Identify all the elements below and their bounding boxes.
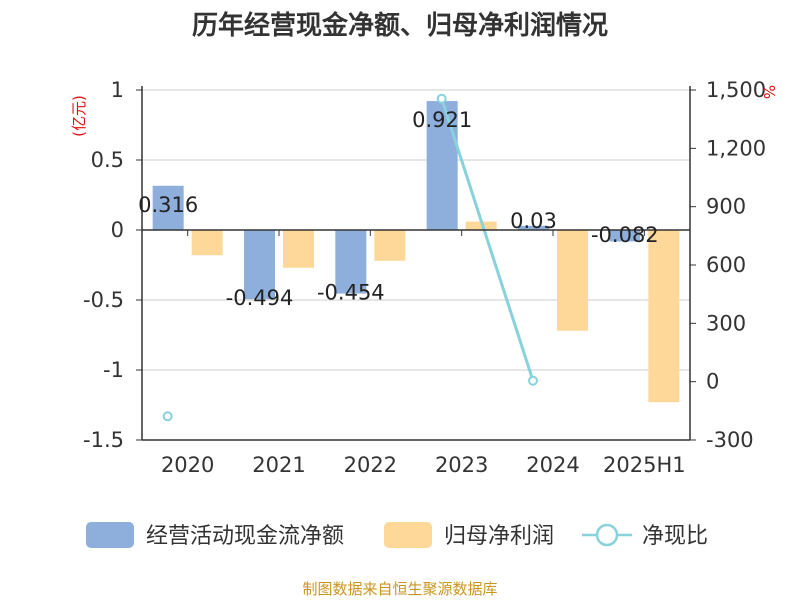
data-labels: 0.316 -0.494 -0.454 0.921 0.03 -0.082	[138, 108, 659, 310]
x-tick-label: 2020	[161, 453, 214, 477]
bar-profit	[557, 230, 588, 331]
ratio-line	[162, 93, 538, 422]
data-label-cash: 0.03	[510, 209, 557, 233]
x-tick-label: 2024	[526, 453, 579, 477]
bar-cash	[244, 230, 275, 300]
bars	[152, 101, 680, 403]
legend-swatch-cash	[86, 522, 134, 548]
right-tick-label: 300	[706, 311, 746, 335]
legend-marker-ratio	[595, 523, 619, 547]
right-axis-unit: %	[760, 85, 778, 99]
data-label-cash: -0.082	[591, 223, 659, 247]
legend: 经营活动现金流净额 归母净利润 净现比	[86, 522, 708, 549]
grid	[142, 89, 690, 441]
bar-profit	[191, 230, 223, 256]
bar-cash	[335, 230, 367, 294]
right-tick-label: 0	[706, 370, 719, 394]
left-tick-label: -0.5	[83, 288, 124, 312]
ratio-point	[528, 375, 538, 386]
left-tick-label: -1.5	[83, 428, 124, 452]
axes: 1 0.5 0 -0.5 -1 -1.5 1,500 1,200 900 600 300 0 -300 2…	[83, 78, 766, 477]
ratio-point	[162, 411, 173, 422]
bar-cash	[518, 225, 549, 230]
x-tick-label: 2025H1	[603, 453, 686, 477]
x-tick-label: 2023	[435, 453, 488, 477]
legend-swatch-profit	[384, 522, 432, 548]
x-tick-label: 2021	[252, 453, 305, 477]
legend-label-ratio: 净现比	[642, 524, 708, 549]
legend-label-cash: 经营活动现金流净额	[146, 524, 344, 549]
bar-cash	[426, 101, 458, 230]
right-tick-label: 600	[706, 253, 746, 277]
right-tick-label: -300	[706, 428, 754, 452]
data-label-cash: 0.921	[412, 108, 472, 132]
data-label-cash: -0.454	[317, 281, 385, 305]
x-tick-label: 2022	[344, 453, 397, 477]
bar-profit	[283, 230, 314, 268]
left-axis-unit: (亿元)	[70, 95, 88, 137]
right-tick-label: 900	[706, 195, 746, 219]
bar-profit	[465, 221, 497, 230]
bar-cash	[152, 185, 184, 230]
legend-label-profit: 归母净利润	[444, 524, 554, 549]
right-tick-label: 1,200	[706, 136, 766, 160]
chart-title: 历年经营现金净额、归母净利润情况	[192, 10, 608, 41]
data-label-cash: 0.316	[138, 193, 198, 217]
bar-profit	[374, 230, 406, 261]
left-tick-label: -1	[103, 358, 124, 382]
data-label-cash: -0.494	[226, 286, 294, 310]
source-note: 制图数据来自恒生聚源数据库	[302, 580, 497, 598]
left-tick-label: 0.5	[91, 148, 124, 172]
ratio-point	[436, 93, 447, 104]
bar-profit	[648, 230, 680, 403]
left-tick-label: 0	[111, 218, 124, 242]
right-tick-label: 1,500	[706, 78, 766, 102]
bar-cash	[609, 230, 641, 242]
ratio-line-segment	[440, 98, 535, 382]
left-tick-label: 1	[111, 78, 124, 102]
